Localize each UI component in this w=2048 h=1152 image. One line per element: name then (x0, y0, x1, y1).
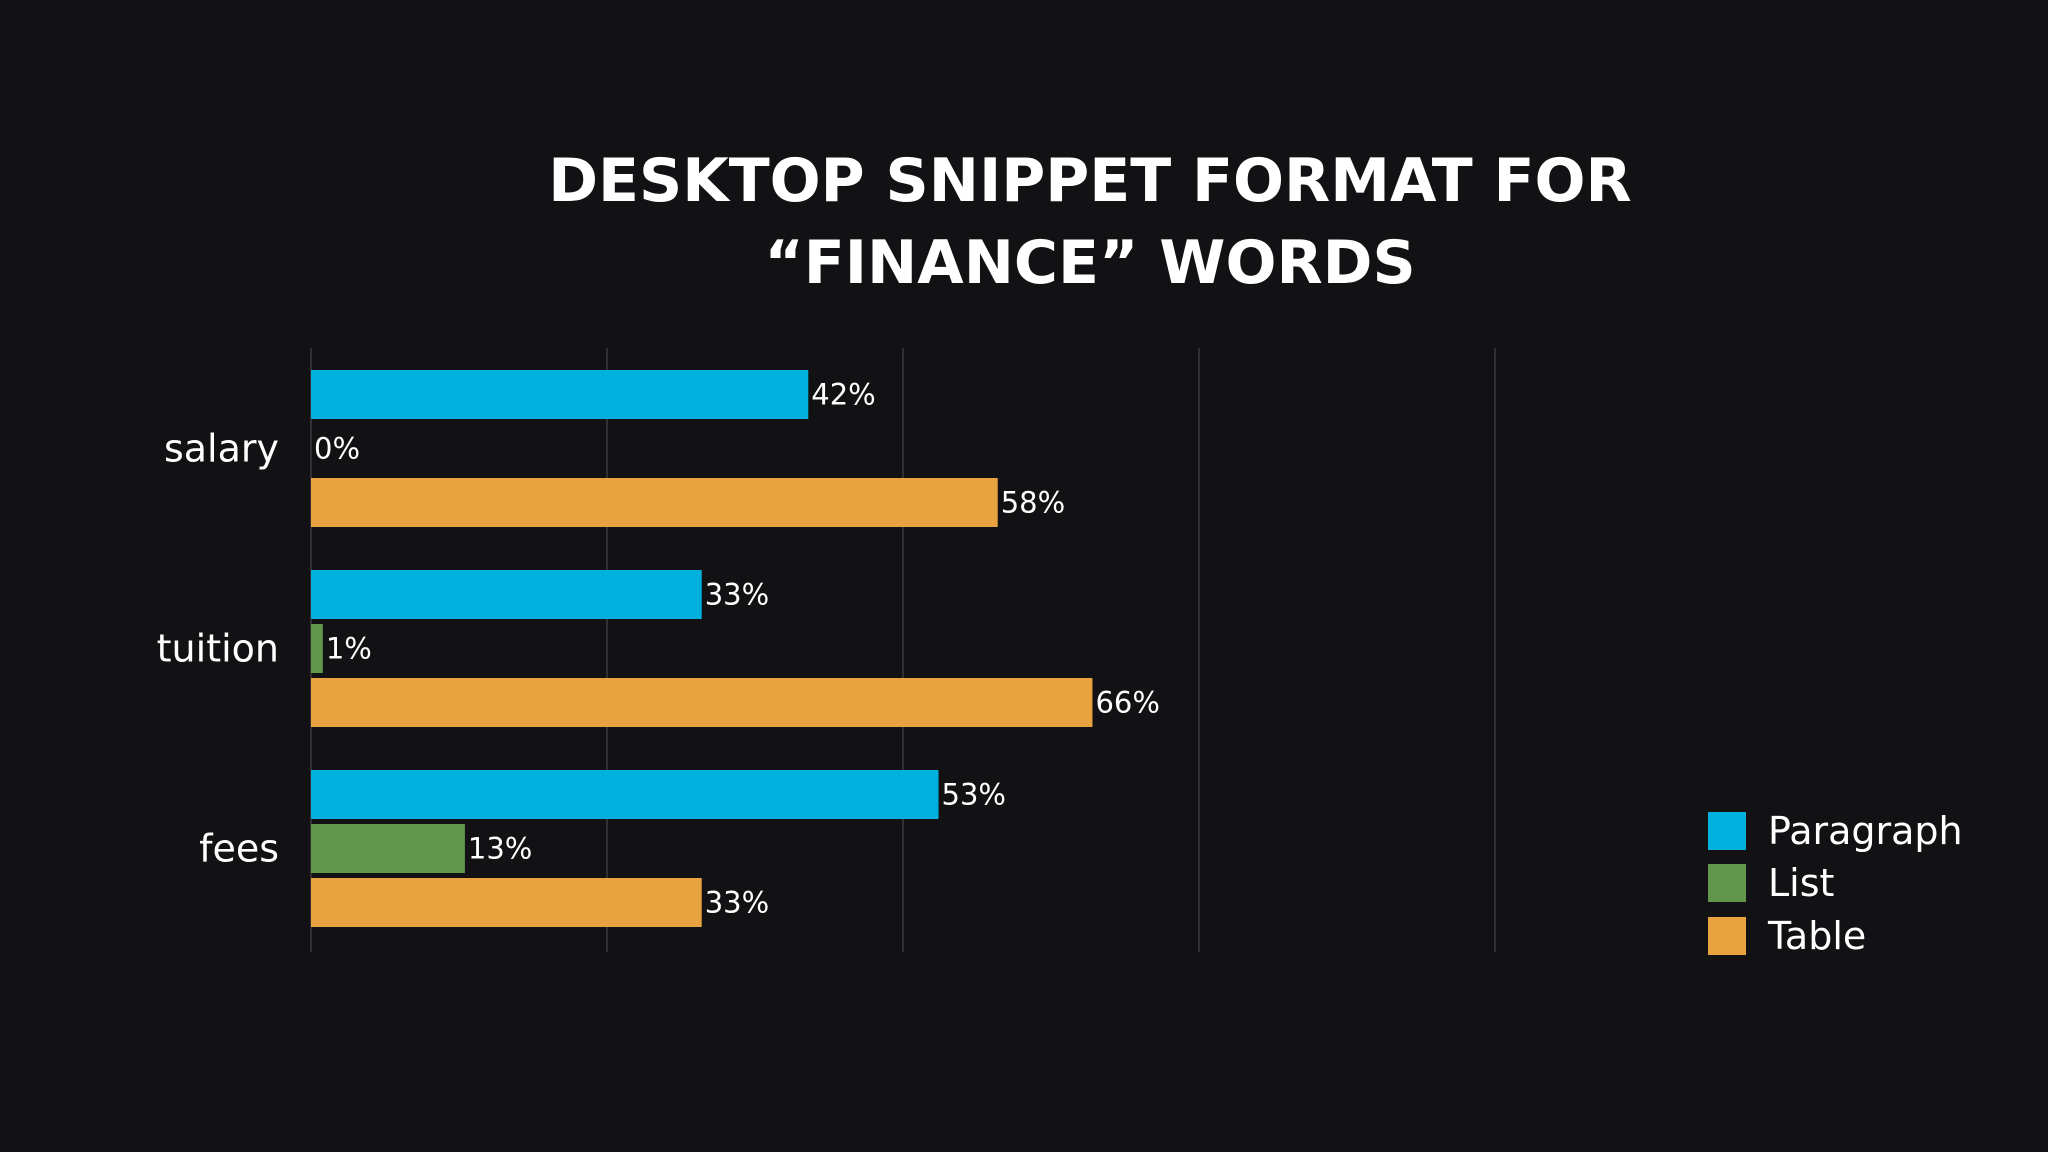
bar-tuition-list (311, 624, 323, 673)
value-label-tuition-paragraph: 33% (705, 578, 769, 612)
value-label-salary-table: 58% (1001, 486, 1065, 520)
chart-title: DESKTOP SNIPPET FORMAT FOR “FINANCE” WOR… (0, 140, 2048, 304)
bar-tuition-table (311, 678, 1093, 727)
value-label-tuition-list: 1% (326, 632, 372, 666)
bar-salary-table (311, 478, 998, 527)
value-label-tuition-table: 66% (1095, 686, 1159, 720)
legend: Paragraph List Table (1708, 809, 1963, 958)
chart-title-line-2: “FINANCE” WORDS (764, 228, 1416, 298)
bar-tuition-paragraph (311, 570, 702, 619)
category-label-tuition: tuition (157, 627, 279, 671)
value-label-fees-paragraph: 53% (942, 778, 1006, 812)
legend-label-list: List (1768, 861, 1834, 905)
category-label-fees: fees (199, 827, 279, 871)
bar-fees-list (311, 824, 465, 873)
value-label-fees-list: 13% (468, 832, 532, 866)
category-label-salary: salary (164, 427, 279, 471)
chart-title-line-1: DESKTOP SNIPPET FORMAT FOR (548, 146, 1632, 216)
legend-label-table: Table (1767, 914, 1866, 958)
value-label-fees-table: 33% (705, 886, 769, 920)
bars (311, 370, 1093, 927)
value-label-salary-paragraph: 42% (811, 378, 875, 412)
bar-fees-table (311, 878, 702, 927)
bar-fees-paragraph (311, 770, 939, 819)
value-label-salary-list: 0% (314, 432, 360, 466)
legend-swatch-paragraph (1708, 812, 1746, 850)
bar-salary-paragraph (311, 370, 809, 419)
legend-swatch-table (1708, 917, 1746, 955)
labels: salary 42% 0% 58% tuition 33% 1% 66% fees 53% 13% 3… (157, 378, 1160, 920)
legend-swatch-list (1708, 864, 1746, 902)
legend-label-paragraph: Paragraph (1768, 809, 1963, 853)
